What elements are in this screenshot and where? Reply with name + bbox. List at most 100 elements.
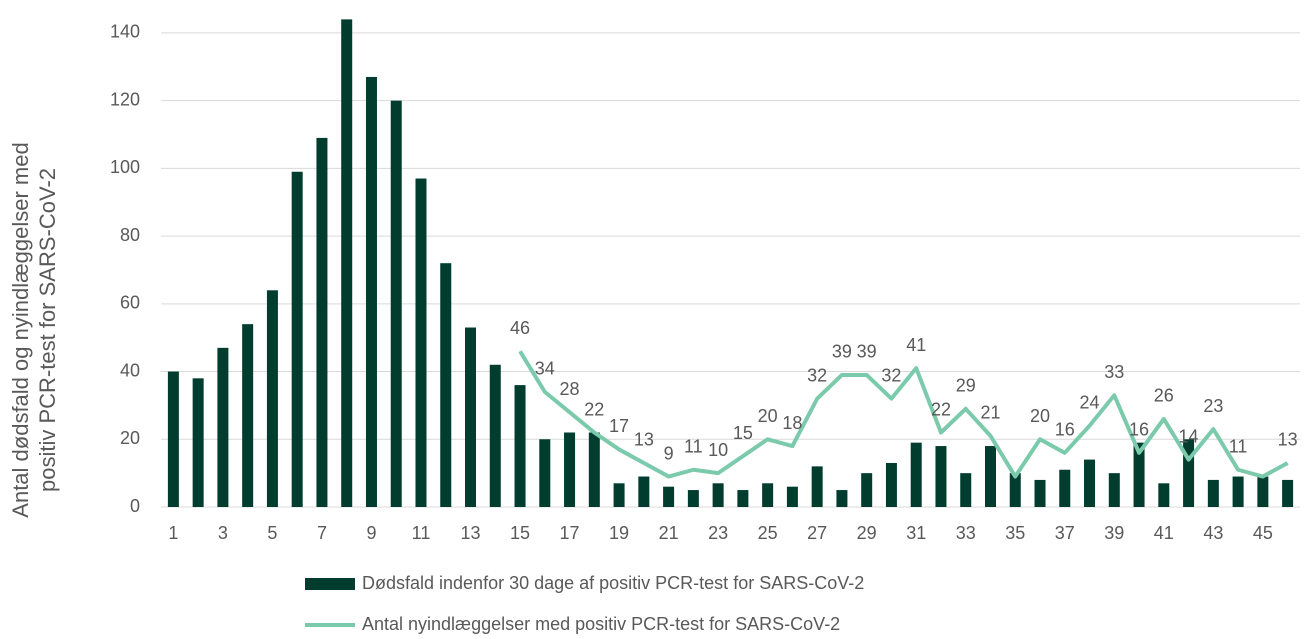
bar bbox=[935, 446, 947, 507]
x-tick-label: 43 bbox=[1203, 523, 1223, 543]
bar bbox=[885, 462, 897, 507]
bar bbox=[1009, 473, 1021, 507]
data-label: 41 bbox=[906, 335, 926, 355]
bar bbox=[910, 442, 922, 507]
bar bbox=[786, 486, 798, 507]
bar bbox=[984, 446, 996, 507]
bar bbox=[390, 100, 402, 507]
x-tick-label: 13 bbox=[460, 523, 480, 543]
x-tick-label: 23 bbox=[708, 523, 728, 543]
x-tick-label: 19 bbox=[609, 523, 629, 543]
x-tick-label: 9 bbox=[366, 523, 376, 543]
bar bbox=[687, 490, 699, 507]
data-label: 16 bbox=[1055, 420, 1075, 440]
data-label: 17 bbox=[609, 416, 629, 436]
y-tick-label: 120 bbox=[110, 89, 140, 109]
bar bbox=[1034, 479, 1046, 507]
bar bbox=[960, 473, 972, 507]
data-label: 18 bbox=[782, 413, 802, 433]
bar bbox=[167, 371, 179, 507]
data-label: 20 bbox=[758, 406, 778, 426]
y-tick-label: 0 bbox=[130, 496, 140, 516]
data-label: 39 bbox=[857, 342, 877, 362]
bar bbox=[341, 19, 353, 508]
data-label: 32 bbox=[881, 365, 901, 385]
bar bbox=[1158, 483, 1170, 507]
x-tick-label: 15 bbox=[510, 523, 530, 543]
data-label: 9 bbox=[664, 443, 674, 463]
x-tick-label: 11 bbox=[412, 523, 431, 543]
y-tick-label: 80 bbox=[120, 225, 140, 245]
data-label: 14 bbox=[1179, 426, 1199, 446]
x-tick-label: 45 bbox=[1253, 523, 1273, 543]
data-label: 10 bbox=[708, 440, 728, 460]
data-label: 29 bbox=[956, 376, 976, 396]
bar bbox=[836, 490, 848, 507]
x-tick-label: 5 bbox=[267, 523, 277, 543]
bar bbox=[539, 439, 551, 507]
bar bbox=[1133, 442, 1145, 507]
x-tick-label: 7 bbox=[317, 523, 327, 543]
y-tick-label: 60 bbox=[120, 293, 140, 313]
bar bbox=[1084, 459, 1096, 507]
bar bbox=[1108, 473, 1120, 507]
data-label: 11 bbox=[684, 437, 703, 457]
legend-label: Dødsfald indenfor 30 dage af positiv PCR… bbox=[362, 573, 864, 593]
bar bbox=[291, 171, 303, 508]
bar bbox=[440, 263, 452, 507]
x-tick-label: 37 bbox=[1055, 523, 1075, 543]
data-label: 22 bbox=[584, 399, 604, 419]
x-tick-label: 35 bbox=[1005, 523, 1025, 543]
bar bbox=[1059, 469, 1071, 507]
data-label: 32 bbox=[807, 365, 827, 385]
bar bbox=[489, 364, 501, 507]
data-label: 11 bbox=[1229, 437, 1248, 457]
data-label: 28 bbox=[560, 379, 580, 399]
x-tick-label: 17 bbox=[560, 523, 580, 543]
bar bbox=[514, 385, 526, 507]
legend-label: Antal nyindlæggelser med positiv PCR-tes… bbox=[362, 614, 840, 634]
x-tick-label: 29 bbox=[857, 523, 877, 543]
line bbox=[518, 350, 1289, 479]
data-label: 16 bbox=[1129, 420, 1149, 440]
data-label: 46 bbox=[510, 318, 530, 338]
y-axis-label: Antal dødsfald og nyindlæggelser medposi… bbox=[8, 142, 60, 517]
bar bbox=[737, 490, 749, 507]
data-label: 33 bbox=[1104, 362, 1124, 382]
y-tick-label: 40 bbox=[120, 360, 140, 380]
y-tick-label: 100 bbox=[110, 157, 140, 177]
bar bbox=[1282, 479, 1294, 507]
bar bbox=[1257, 476, 1269, 507]
bar bbox=[1207, 479, 1219, 507]
bar bbox=[663, 486, 675, 507]
y-tick-label: 20 bbox=[120, 428, 140, 448]
data-label: 15 bbox=[733, 423, 753, 443]
x-tick-label: 27 bbox=[807, 523, 827, 543]
x-tick-label: 3 bbox=[218, 523, 228, 543]
bar bbox=[762, 483, 774, 507]
bar bbox=[1183, 439, 1195, 507]
data-label: 24 bbox=[1080, 392, 1100, 412]
data-label: 26 bbox=[1154, 386, 1174, 406]
bar bbox=[316, 137, 328, 507]
bar bbox=[192, 378, 204, 507]
data-label: 23 bbox=[1203, 396, 1223, 416]
bar bbox=[415, 178, 427, 507]
bar bbox=[365, 76, 377, 507]
data-label: 21 bbox=[980, 403, 1000, 423]
bar bbox=[266, 290, 278, 507]
bar bbox=[1232, 476, 1244, 507]
x-tick-label: 25 bbox=[758, 523, 778, 543]
bar bbox=[811, 466, 823, 507]
x-tick-label: 41 bbox=[1154, 523, 1174, 543]
bar bbox=[564, 432, 576, 507]
data-label: 34 bbox=[535, 359, 555, 379]
data-label: 13 bbox=[1278, 430, 1298, 450]
x-tick-label: 21 bbox=[659, 523, 679, 543]
data-label: 22 bbox=[931, 399, 951, 419]
data-label: 39 bbox=[832, 342, 852, 362]
bar bbox=[465, 327, 477, 507]
data-label: 13 bbox=[634, 430, 654, 450]
